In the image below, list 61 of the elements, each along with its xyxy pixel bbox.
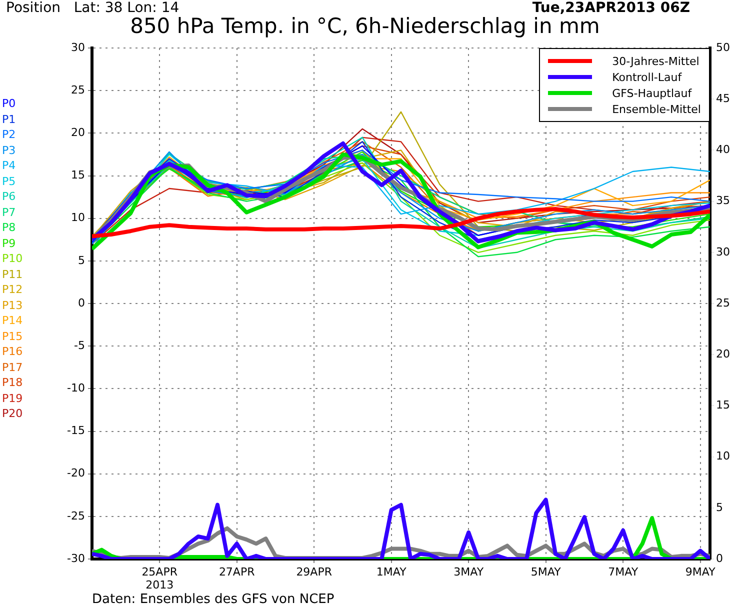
text: P12 [2, 282, 23, 298]
y-tick-label: 10 [71, 211, 85, 224]
legend-label: 30-Jahres-Mittel [612, 54, 700, 68]
x-tick-label: 3MAY [454, 565, 484, 578]
x-tick-label: 9MAY [685, 565, 716, 578]
x-tick-label: 1MAY [376, 565, 407, 578]
x-tick-label: 7MAY [608, 565, 638, 578]
text: P11 [2, 266, 23, 282]
x-tick-label: 29APR [296, 565, 332, 578]
y2-tick-label: 10 [716, 450, 730, 463]
text: P5 [2, 174, 17, 189]
y-tick-label: -10 [67, 382, 85, 395]
y-tick-label: -15 [67, 424, 85, 438]
legend-label: GFS-Hauptlauf [612, 86, 692, 100]
y-tick-label: 15 [71, 168, 85, 182]
chart-title: 850 hPa Temp. in °C, 6h-Niederschlag in mm [129, 14, 601, 38]
y-tick-label: 25 [71, 83, 85, 96]
y2-tick-label: 45 [716, 92, 730, 105]
text: P1 [2, 112, 17, 127]
text: P8 [2, 220, 17, 236]
y2-tick-label: 15 [716, 398, 730, 412]
text: P10 [2, 251, 23, 266]
y2-tick-label: 5 [716, 500, 723, 514]
text: P17 [2, 360, 23, 375]
y2-tick-label: 30 [716, 245, 730, 258]
y-tick-label: 30 [71, 40, 85, 54]
text: P13 [2, 298, 23, 313]
y-tick-label: -30 [67, 552, 85, 565]
y-tick-label: -20 [67, 466, 85, 480]
y2-tick-label: 40 [716, 143, 730, 156]
text: P15 [2, 328, 23, 344]
text: P20 [2, 406, 23, 422]
y-tick-label: -25 [67, 509, 85, 522]
text: Position Lat: 38 Lon: 14 [6, 0, 180, 16]
text: P7 [2, 204, 17, 220]
legend-label: Ensemble-Mittel [612, 102, 701, 116]
text: P19 [2, 390, 23, 406]
legend-label: Kontroll-Lauf [612, 70, 682, 84]
text: P2 [2, 127, 17, 142]
x-tick-label: 5MAY [530, 565, 562, 578]
text: P9 [2, 236, 17, 251]
x-tick-label: 25APR 2013 [142, 565, 178, 592]
y2-tick-label: 35 [716, 194, 730, 208]
x-tick-label: 27APR [218, 565, 256, 578]
text: P6 [2, 189, 17, 204]
y2-tick-label: 25 [716, 296, 730, 310]
text: P16 [2, 344, 23, 360]
text: P18 [2, 375, 23, 390]
y-tick-label: -5 [74, 338, 85, 352]
text: Daten: Ensembles des GFS von NCEP [92, 592, 334, 607]
text: P3 [2, 142, 17, 158]
y-tick-label: 5 [78, 254, 85, 267]
text: P14 [2, 313, 23, 328]
y-tick-label: 20 [71, 126, 85, 140]
y2-tick-label: 20 [716, 347, 730, 360]
text: P4 [2, 158, 17, 174]
y-tick-label: 0 [78, 296, 85, 310]
text: Tue,23APR2013 06Z [532, 0, 690, 16]
y2-tick-label: 0 [716, 552, 723, 565]
text: P0 [2, 96, 17, 112]
y2-tick-label: 50 [716, 40, 730, 54]
